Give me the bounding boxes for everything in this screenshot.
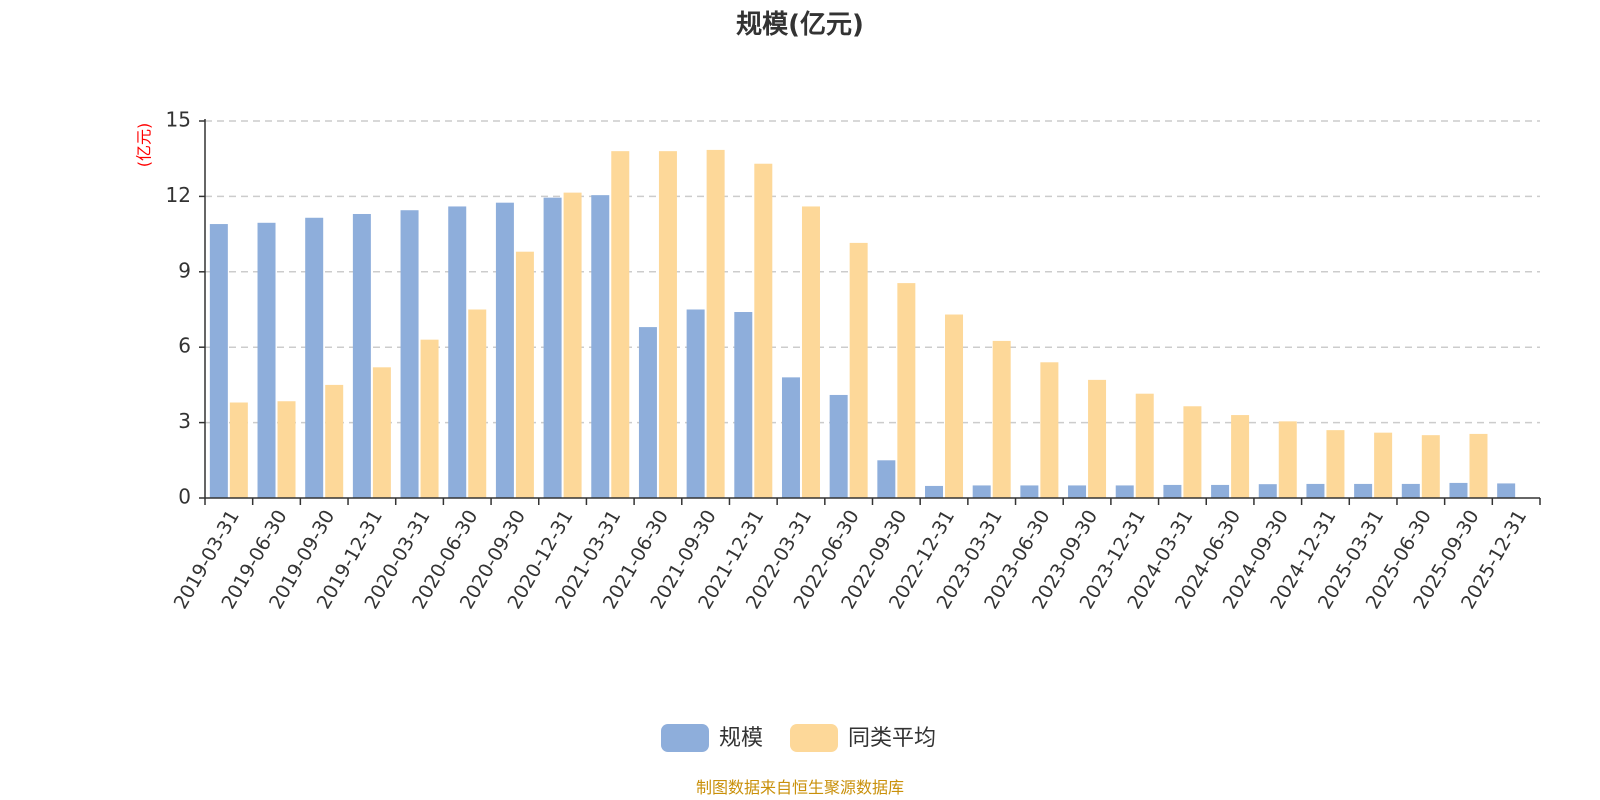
bar-peer-average[interactable] [849, 242, 868, 498]
bar-peer-average[interactable] [1374, 432, 1393, 498]
legend-label: 同类平均 [848, 726, 936, 751]
bar-peer-average[interactable] [515, 251, 534, 498]
legend-swatch [661, 724, 709, 752]
bar-peer-average[interactable] [1088, 379, 1107, 498]
bar-peer-average[interactable] [1231, 415, 1250, 498]
bar-peer-average[interactable] [706, 149, 725, 499]
bar-peer-average[interactable] [468, 309, 487, 499]
bar-peer-average[interactable] [1040, 362, 1059, 498]
bar-scale[interactable] [495, 202, 514, 498]
bar-scale[interactable] [257, 222, 276, 499]
bar-scale[interactable] [829, 394, 848, 498]
y-tick-label: 12 [166, 183, 191, 207]
bar-scale[interactable] [1020, 485, 1039, 498]
bar-scale[interactable] [925, 485, 944, 498]
y-tick-label: 15 [166, 108, 191, 132]
bar-scale[interactable] [448, 206, 467, 498]
bar-peer-average[interactable] [1135, 393, 1154, 498]
y-tick-label: 0 [178, 485, 191, 509]
y-axis-unit-label: (亿元) [135, 123, 154, 168]
bar-scale[interactable] [1068, 485, 1087, 498]
bar-peer-average[interactable] [420, 339, 439, 498]
bar-peer-average[interactable] [1421, 435, 1440, 498]
bar-peer-average[interactable] [277, 401, 296, 498]
chart-title: 规模(亿元) [736, 10, 864, 40]
bar-peer-average[interactable] [229, 402, 248, 498]
bar-peer-average[interactable] [992, 340, 1011, 498]
bar-peer-average[interactable] [1326, 430, 1345, 498]
bar-scale[interactable] [734, 312, 753, 498]
bar-scale[interactable] [1115, 485, 1134, 498]
bar-peer-average[interactable] [801, 206, 820, 498]
source-note: 制图数据来自恒生聚源数据库 [696, 778, 904, 797]
bar-peer-average[interactable] [754, 163, 773, 498]
bar-scale[interactable] [686, 309, 705, 499]
bar-scale[interactable] [543, 197, 562, 498]
y-tick-label: 9 [178, 258, 191, 282]
bar-peer-average[interactable] [563, 192, 582, 498]
bar-peer-average[interactable] [611, 151, 630, 498]
bar-peer-average[interactable] [325, 384, 344, 498]
legend-item-scale[interactable]: 规模 [661, 724, 763, 752]
bar-peer-average[interactable] [1278, 421, 1297, 498]
bar-scale[interactable] [400, 210, 419, 498]
bar-peer-average[interactable] [372, 367, 391, 498]
bar-scale[interactable] [591, 195, 610, 499]
y-tick-label: 6 [178, 334, 191, 358]
bar-scale[interactable] [1497, 483, 1516, 498]
bar-scale[interactable] [1449, 482, 1468, 498]
bar-scale[interactable] [972, 485, 991, 498]
bar-scale[interactable] [209, 224, 228, 498]
bars [209, 149, 1516, 499]
bar-peer-average[interactable] [945, 314, 964, 498]
legend-swatch [790, 724, 838, 752]
bar-scale[interactable] [305, 217, 324, 498]
legend-label: 规模 [719, 726, 763, 751]
y-tick-label: 3 [178, 409, 191, 433]
bar-scale[interactable] [1163, 484, 1182, 498]
bar-scale[interactable] [1211, 484, 1230, 498]
bar-scale[interactable] [1306, 483, 1325, 498]
bar-peer-average[interactable] [897, 283, 916, 498]
bar-peer-average[interactable] [1183, 406, 1202, 498]
bar-scale[interactable] [352, 213, 371, 498]
bar-scale[interactable] [1354, 483, 1373, 498]
legend[interactable]: 规模 同类平均 [661, 724, 936, 752]
bar-scale[interactable] [1258, 484, 1277, 498]
bar-peer-average[interactable] [658, 151, 677, 498]
bar-scale[interactable] [877, 460, 896, 498]
bar-scale[interactable] [781, 377, 800, 498]
bar-scale[interactable] [1401, 483, 1420, 498]
legend-item-peer-average[interactable]: 同类平均 [790, 724, 936, 752]
bar-scale[interactable] [638, 327, 657, 498]
bar-peer-average[interactable] [1469, 433, 1488, 498]
